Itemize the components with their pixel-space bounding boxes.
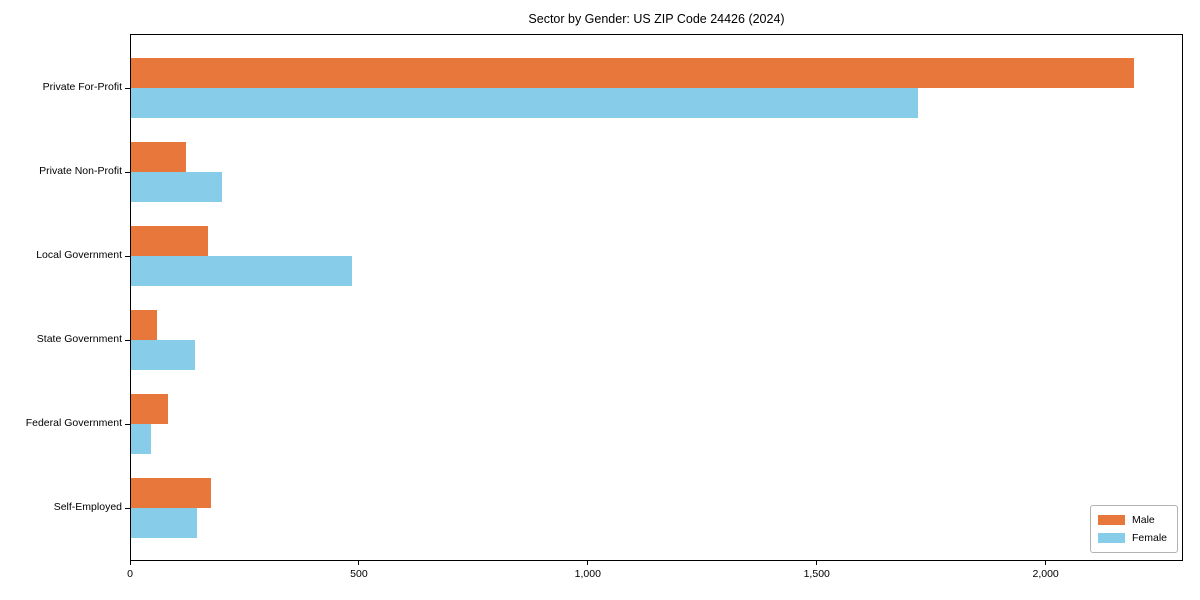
x-tick-mark xyxy=(816,561,818,565)
bar-female-2 xyxy=(131,256,352,286)
x-tick-mark xyxy=(129,561,131,565)
male-series-swatch xyxy=(1098,515,1125,525)
bar-female-3 xyxy=(131,340,195,370)
bar-female-1 xyxy=(131,172,222,202)
legend: Male Female xyxy=(1090,505,1178,553)
y-tick-label: State Government xyxy=(36,333,122,345)
y-tick-mark xyxy=(125,256,130,257)
x-tick-label: 2,000 xyxy=(1032,568,1059,580)
x-tick-label: 1,000 xyxy=(574,568,601,580)
y-tick-mark xyxy=(125,172,130,173)
legend-label-female: Female xyxy=(1132,532,1168,544)
x-tick-mark xyxy=(358,561,360,565)
y-tick-mark xyxy=(125,88,130,89)
y-tick-mark xyxy=(125,340,130,341)
legend-entry-male: Male xyxy=(1098,514,1170,526)
bar-male-3 xyxy=(131,310,157,340)
bar-male-2 xyxy=(131,226,208,256)
bar-female-0 xyxy=(131,88,918,118)
x-tick-label: 0 xyxy=(127,568,133,580)
bar-male-5 xyxy=(131,478,211,508)
x-tick-label: 500 xyxy=(350,568,368,580)
y-tick-label: Self-Employed xyxy=(53,501,122,513)
x-tick-label: 1,500 xyxy=(803,568,830,580)
x-tick-mark xyxy=(587,561,589,565)
y-tick-mark xyxy=(125,508,130,509)
bar-male-0 xyxy=(131,58,1134,88)
bar-male-1 xyxy=(131,142,186,172)
legend-label-male: Male xyxy=(1132,514,1155,526)
y-tick-label: Local Government xyxy=(36,249,122,261)
y-tick-mark xyxy=(125,424,130,425)
y-tick-label: Private For-Profit xyxy=(42,81,122,93)
bar-female-5 xyxy=(131,508,197,538)
legend-entry-female: Female xyxy=(1098,532,1170,544)
plot-area xyxy=(130,34,1183,561)
x-tick-mark xyxy=(1045,561,1047,565)
chart-title: Sector by Gender: US ZIP Code 24426 (202… xyxy=(528,12,785,26)
bar-female-4 xyxy=(131,424,151,454)
y-tick-label: Federal Government xyxy=(25,417,122,429)
y-tick-label: Private Non-Profit xyxy=(39,165,122,177)
female-series-swatch xyxy=(1098,533,1125,543)
bar-male-4 xyxy=(131,394,168,424)
